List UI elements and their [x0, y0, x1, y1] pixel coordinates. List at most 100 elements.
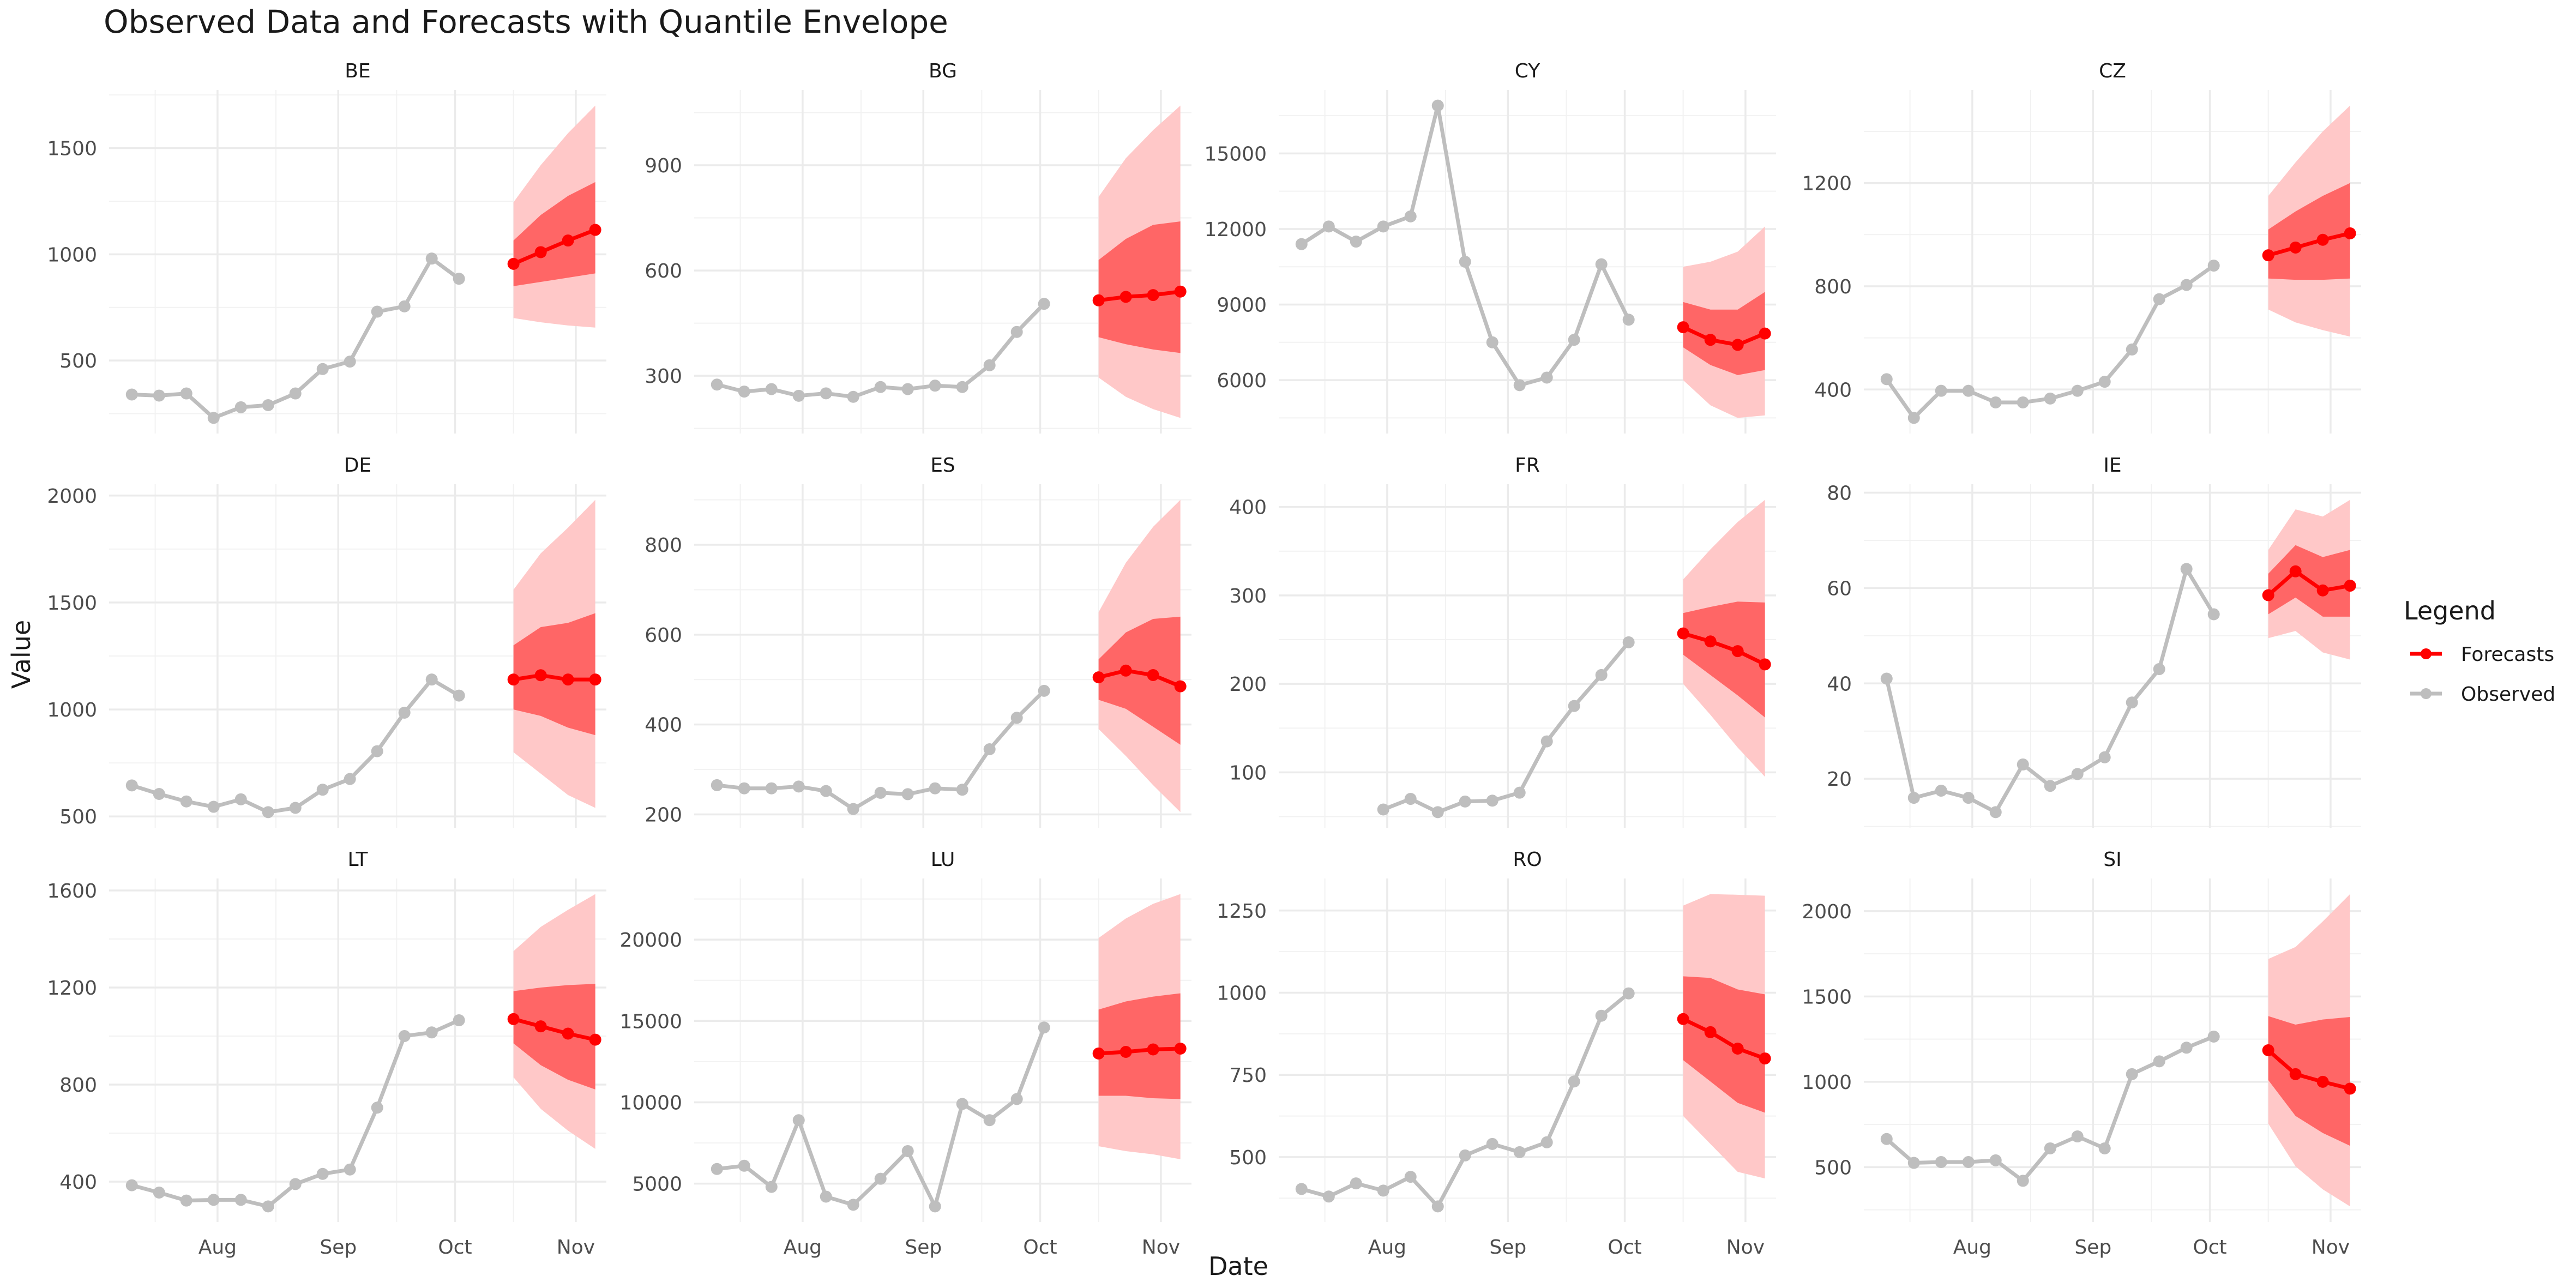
legend-item-forecasts: Forecasts [2410, 643, 2554, 666]
panel-label-si: SI [2103, 848, 2121, 871]
observed-point [316, 363, 329, 375]
forecast-point [1174, 285, 1187, 298]
observed-point [820, 1190, 832, 1203]
observed-point [180, 387, 192, 400]
forecast-point [1704, 1026, 1717, 1038]
forecast-point [1120, 664, 1132, 677]
observed-point [1935, 1155, 1947, 1168]
observed-point [2153, 293, 2165, 305]
forecast-series-line [2267, 1049, 2351, 1091]
forecast-point [2344, 1082, 2356, 1095]
inner-quantile-band [1683, 601, 1765, 718]
forecast-point [534, 246, 547, 258]
observed-point [1431, 806, 1444, 818]
y-tick-label: 1500 [47, 138, 97, 160]
observed-point [2126, 696, 2138, 709]
observed-point [1038, 684, 1050, 697]
observed-point [262, 399, 274, 411]
observed-point [1595, 669, 1608, 681]
observed-point [2126, 1068, 2138, 1080]
observed-point [2098, 376, 2111, 388]
legend-label-observed: Observed [2461, 683, 2555, 706]
panel-ro: RO 500 750 1000 1250 Aug Sep Oct Nov [1217, 848, 1776, 1259]
legend-item-observed: Observed [2410, 683, 2555, 706]
inner-quantile-band [1098, 993, 1181, 1099]
observed-point [344, 356, 356, 368]
observed-point [983, 1114, 996, 1127]
legend: Legend Forecasts Observed [2404, 596, 2555, 706]
y-tick-label: 2000 [1802, 901, 1852, 923]
y-tick-label: 1200 [47, 977, 97, 1000]
observed-point [2180, 279, 2193, 291]
forecast-point [2289, 1068, 2302, 1080]
forecast-point [2344, 580, 2356, 592]
observed-point [289, 802, 302, 814]
inner-quantile-band [513, 182, 595, 286]
panel-lu: LU 5000 10000 15000 20000 Aug Sep Oct Nov [619, 848, 1191, 1259]
observed-point [1010, 1093, 1023, 1105]
observed-point [2180, 1042, 2193, 1054]
y-tick-label: 5000 [632, 1173, 682, 1196]
observed-point [2207, 608, 2220, 621]
forecast-series-line [1682, 325, 1766, 347]
forecast-point [507, 673, 520, 686]
y-tick-label: 200 [645, 804, 682, 826]
y-tick-label: 200 [1229, 673, 1267, 696]
legend-title: Legend [2404, 596, 2496, 625]
forecast-series-line [1098, 290, 1181, 303]
y-tick-label: 500 [1814, 1157, 1852, 1179]
observed-point [847, 390, 859, 403]
panel-de: DE 500 1000 1500 2000 [47, 454, 606, 828]
x-tick-label: Oct [438, 1236, 472, 1259]
forecast-point [507, 257, 520, 270]
observed-point [153, 1186, 165, 1199]
observed-point [1010, 712, 1023, 724]
forecast-point [562, 673, 574, 686]
observed-point [2044, 780, 2056, 792]
observed-point [711, 1163, 723, 1175]
panel-ie: IE 20 40 60 80 [1827, 454, 2361, 828]
y-tick-label: 1500 [47, 592, 97, 615]
observed-point [1989, 806, 2002, 818]
forecast-point [2262, 589, 2274, 601]
forecast-point [1731, 645, 1744, 658]
x-tick-label: Nov [557, 1236, 595, 1259]
y-tick-label: 1600 [47, 880, 97, 902]
observed-point [2153, 663, 2165, 676]
y-tick-label: 10000 [619, 1092, 682, 1114]
panel-label-es: ES [930, 454, 955, 477]
panel-label-cy: CY [1515, 60, 1541, 82]
x-tick-label: Sep [905, 1236, 942, 1259]
legend-label-forecasts: Forecasts [2461, 643, 2554, 666]
forecast-point [1731, 339, 1744, 351]
forecast-point [2316, 233, 2329, 246]
forecast-point [1174, 1043, 1187, 1055]
x-tick-label: Nov [1142, 1236, 1180, 1259]
observed-point [820, 387, 832, 400]
observed-point [398, 1030, 411, 1042]
y-tick-label: 15000 [619, 1010, 682, 1033]
forecast-point [1704, 334, 1717, 346]
observed-point [1935, 785, 1947, 797]
forecast-point [1677, 1013, 1689, 1025]
observed-point [125, 1179, 138, 1191]
observed-point [1989, 1154, 2002, 1166]
forecast-series-line [513, 673, 595, 682]
observed-point [1962, 384, 1975, 397]
observed-point [1568, 1075, 1580, 1088]
y-tick-label: 2000 [47, 485, 97, 508]
inner-quantile-band [2268, 183, 2350, 280]
observed-point [1404, 793, 1417, 805]
observed-point [453, 1014, 465, 1027]
observed-point [2180, 563, 2193, 575]
forecast-point [1147, 1043, 1159, 1056]
y-tick-label: 9000 [1217, 294, 1267, 317]
observed-point [207, 412, 220, 424]
observed-point [316, 784, 329, 796]
observed-point [1322, 220, 1335, 233]
observed-point [874, 381, 887, 393]
y-tick-label: 400 [1814, 379, 1852, 401]
x-tick-label: Aug [784, 1236, 822, 1259]
observed-point [738, 782, 750, 795]
forecast-series-line [1682, 1017, 1766, 1061]
